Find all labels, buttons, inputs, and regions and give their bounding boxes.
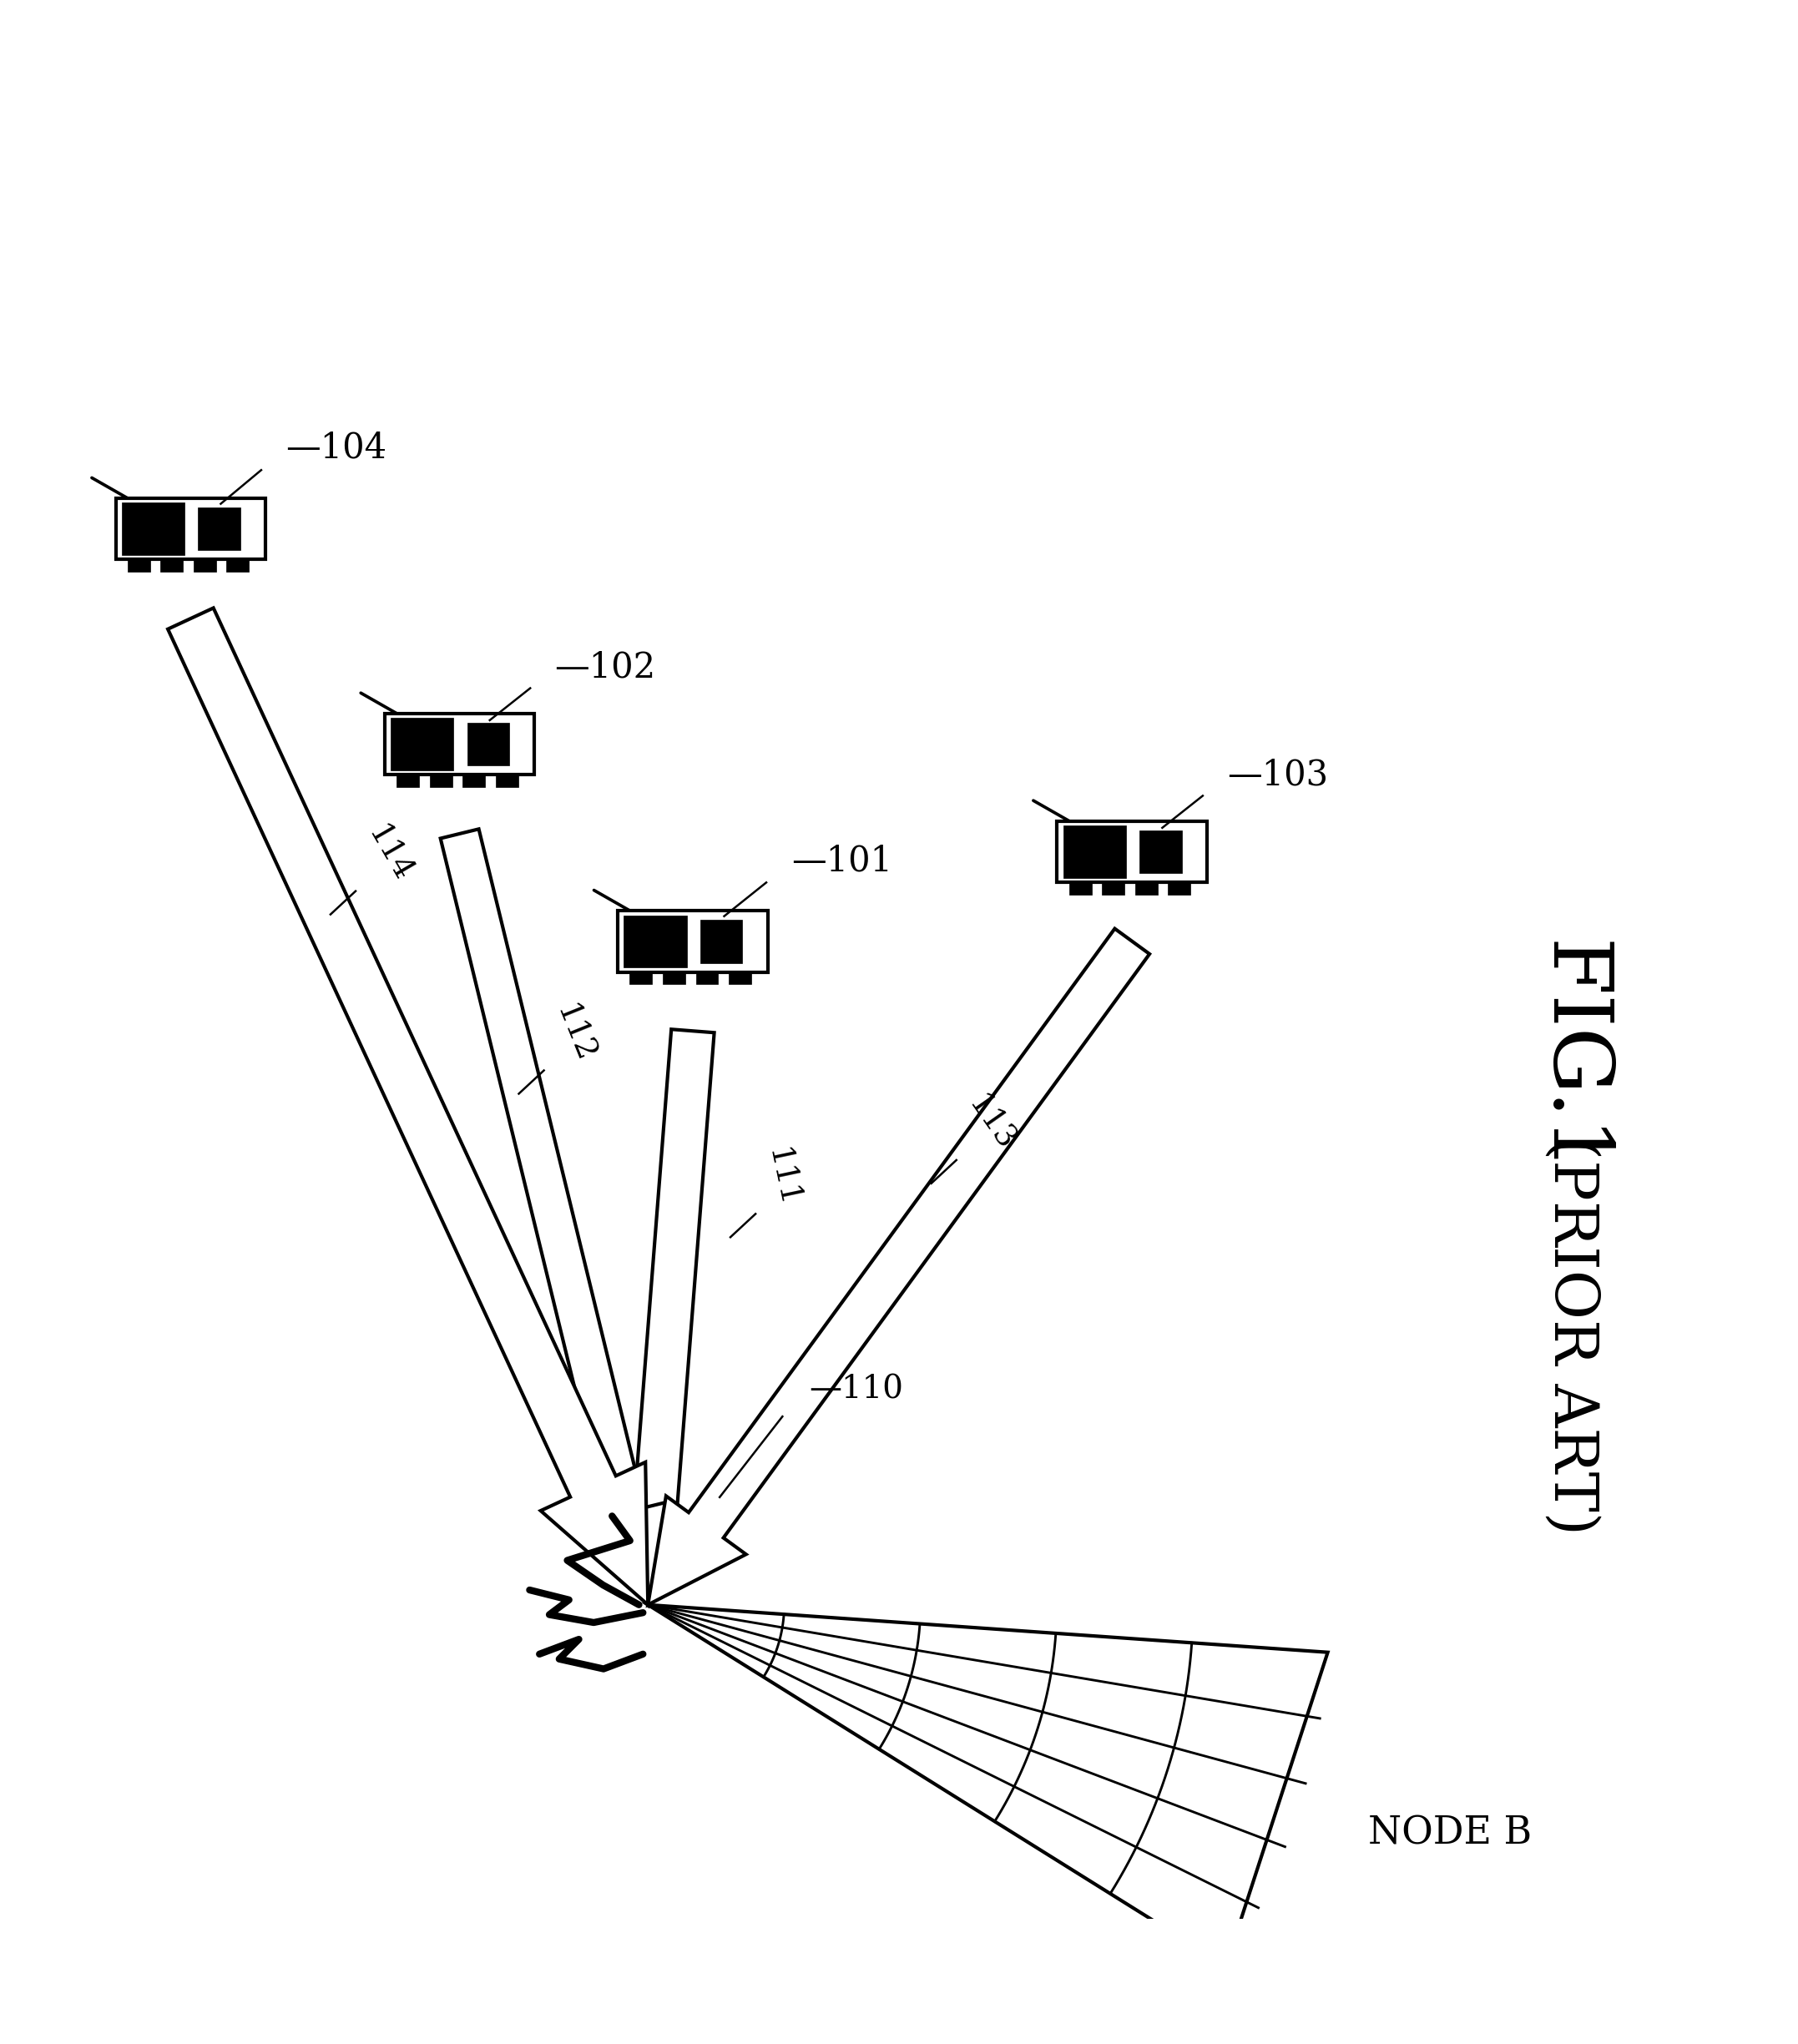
- Bar: [194, 558, 216, 572]
- Bar: [128, 558, 151, 572]
- Polygon shape: [647, 1605, 1327, 1966]
- Text: 113: 113: [962, 1089, 1021, 1157]
- Bar: [696, 971, 717, 985]
- Bar: [663, 971, 685, 985]
- Bar: [390, 717, 453, 771]
- Bar: [619, 912, 768, 973]
- Bar: [1135, 881, 1158, 895]
- Bar: [699, 920, 743, 963]
- Text: FIG.1: FIG.1: [1532, 940, 1611, 1175]
- Bar: [160, 558, 183, 572]
- Bar: [1169, 881, 1190, 895]
- Text: (PRIOR ART): (PRIOR ART): [1543, 1136, 1600, 1535]
- Text: NODE B: NODE B: [1368, 1815, 1532, 1852]
- Bar: [728, 971, 752, 985]
- Bar: [397, 773, 419, 787]
- Bar: [122, 503, 185, 556]
- Text: —110: —110: [809, 1374, 904, 1404]
- Bar: [227, 558, 250, 572]
- Polygon shape: [167, 607, 647, 1605]
- Bar: [1140, 830, 1181, 873]
- Polygon shape: [441, 830, 669, 1605]
- Text: —102: —102: [554, 650, 656, 685]
- Text: —104: —104: [286, 431, 387, 466]
- Text: 112: 112: [550, 1000, 599, 1067]
- Bar: [1102, 881, 1124, 895]
- Bar: [462, 773, 485, 787]
- Bar: [496, 773, 518, 787]
- Bar: [115, 499, 266, 560]
- Polygon shape: [647, 928, 1149, 1605]
- Text: 114: 114: [361, 820, 417, 887]
- Text: 111: 111: [761, 1145, 802, 1210]
- Bar: [629, 971, 653, 985]
- Bar: [385, 713, 534, 775]
- Text: —101: —101: [791, 842, 892, 879]
- Bar: [430, 773, 451, 787]
- Bar: [1070, 881, 1091, 895]
- Bar: [198, 507, 241, 550]
- Bar: [1063, 826, 1126, 877]
- Bar: [624, 916, 687, 967]
- Bar: [467, 724, 509, 766]
- Polygon shape: [604, 1030, 714, 1605]
- Bar: [1057, 822, 1206, 883]
- Text: —103: —103: [1228, 756, 1329, 793]
